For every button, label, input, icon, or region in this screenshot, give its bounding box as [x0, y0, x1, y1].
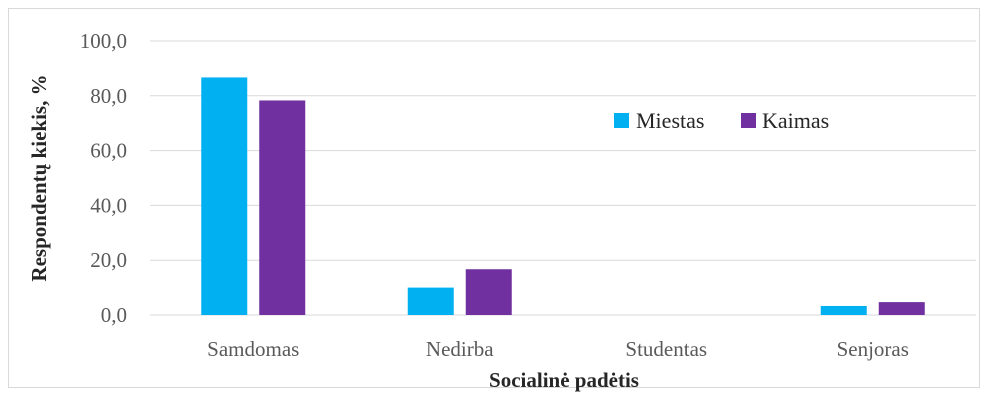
bar-kaimas-nedirba	[465, 269, 512, 315]
y-tick-label: 0,0	[101, 303, 127, 327]
x-axis-label: Socialinė padėtis	[489, 368, 639, 392]
y-tick-label: 80,0	[90, 84, 127, 108]
legend-swatch-kaimas	[741, 113, 756, 128]
bar-miestas-senjoras	[820, 305, 867, 315]
x-tick-label: Studentas	[625, 337, 707, 361]
y-axis-ticks: 0,0 20,0 40,0 60,0 80,0 100,0	[80, 29, 127, 327]
chart-frame	[8, 8, 980, 388]
y-tick-label: 60,0	[90, 139, 127, 163]
y-axis-label: Respondentų kiekis, %	[27, 74, 51, 281]
x-tick-label: Nedirba	[426, 337, 494, 361]
x-tick-label: Samdomas	[207, 337, 299, 361]
bars	[201, 77, 925, 315]
x-axis-ticks: Samdomas Nedirba Studentas Senjoras	[207, 337, 909, 361]
x-tick-label: Senjoras	[837, 337, 909, 361]
y-tick-label: 40,0	[90, 193, 127, 217]
bar-kaimas-samdomas	[259, 100, 306, 315]
legend-swatch-miestas	[614, 113, 629, 128]
y-tick-label: 100,0	[80, 29, 127, 53]
legend-label-miestas: Miestas	[636, 108, 704, 133]
legend: Miestas Kaimas	[614, 108, 829, 133]
bar-miestas-samdomas	[201, 77, 248, 315]
y-tick-label: 20,0	[90, 248, 127, 272]
bar-kaimas-senjoras	[878, 302, 925, 315]
bar-miestas-nedirba	[407, 287, 454, 315]
legend-label-kaimas: Kaimas	[762, 108, 829, 133]
